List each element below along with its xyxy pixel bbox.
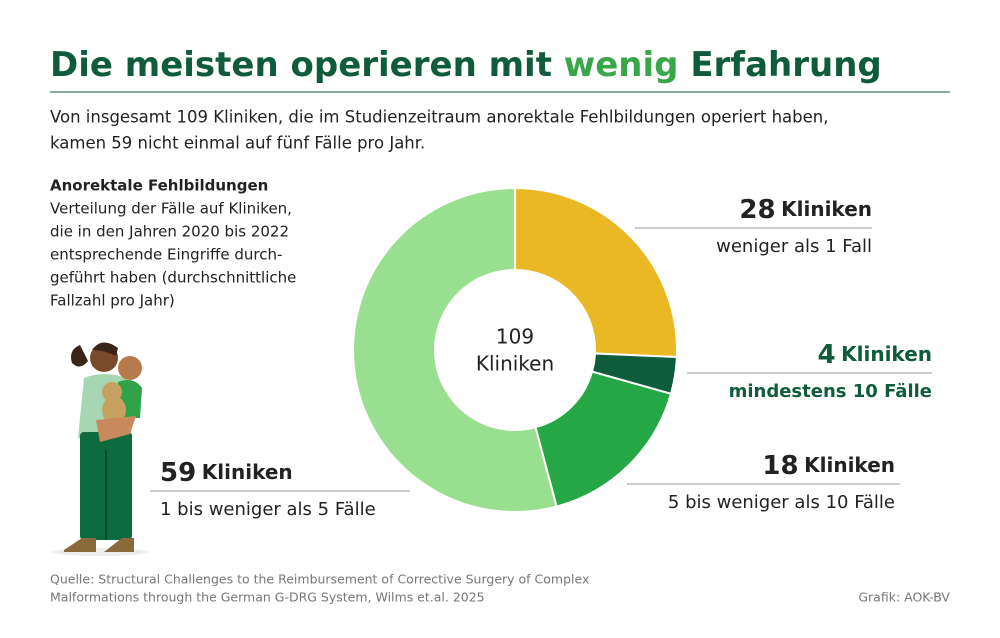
category-label: mindestens 10 Fälle: [729, 381, 932, 402]
description-line: die in den Jahren 2020 bis 2022: [50, 223, 289, 241]
value-number: 28: [739, 195, 775, 225]
center-value: 109: [496, 325, 534, 349]
description-line: entsprechende Eingriffe durch-: [50, 246, 282, 264]
value-number: 18: [762, 451, 798, 481]
category-label: weniger als 1 Fall: [716, 236, 872, 257]
value-label: 4 Kliniken: [817, 340, 932, 370]
title-part: Erfahrung: [690, 45, 881, 85]
description-line: Verteilung der Fälle auf Kliniken,: [50, 200, 292, 218]
chart-title: Die meisten operieren mit wenig Erfahrun…: [50, 45, 882, 85]
category-label: 1 bis weniger als 5 Fälle: [160, 499, 376, 520]
donut-segment: [351, 186, 558, 513]
subtitle-line: kamen 59 nicht einmal auf fünf Fälle pro…: [50, 134, 425, 153]
value-number: 59: [160, 458, 196, 488]
credit: Grafik: AOK-BV: [858, 590, 950, 605]
title-highlight: wenig: [564, 45, 679, 85]
donut-segment: [514, 186, 678, 359]
illustration: [52, 342, 148, 556]
value-unit: Kliniken: [202, 460, 293, 484]
value-label: 18 Kliniken: [762, 451, 895, 481]
subtitle-line: Von insgesamt 109 Kliniken, die im Studi…: [50, 108, 828, 127]
value-unit: Kliniken: [841, 342, 932, 366]
description-line: geführt haben (durchschnittliche: [50, 269, 296, 287]
source-line: Malformations through the German G-DRG S…: [50, 590, 485, 605]
center-label: Kliniken: [476, 352, 554, 376]
source-line: Quelle: Structural Challenges to the Rei…: [50, 572, 589, 587]
description-line: Fallzahl pro Jahr): [50, 292, 175, 310]
value-unit: Kliniken: [781, 197, 872, 221]
category-label: 5 bis weniger als 10 Fälle: [668, 492, 895, 513]
value-number: 4: [817, 340, 835, 370]
value-label: 59 Kliniken: [160, 458, 293, 488]
value-label: 28 Kliniken: [739, 195, 872, 225]
title-part: Die meisten operieren mit: [50, 45, 552, 85]
donut-segment: [534, 370, 673, 508]
value-unit: Kliniken: [804, 453, 895, 477]
description-heading: Anorektale Fehlbildungen: [50, 177, 268, 195]
